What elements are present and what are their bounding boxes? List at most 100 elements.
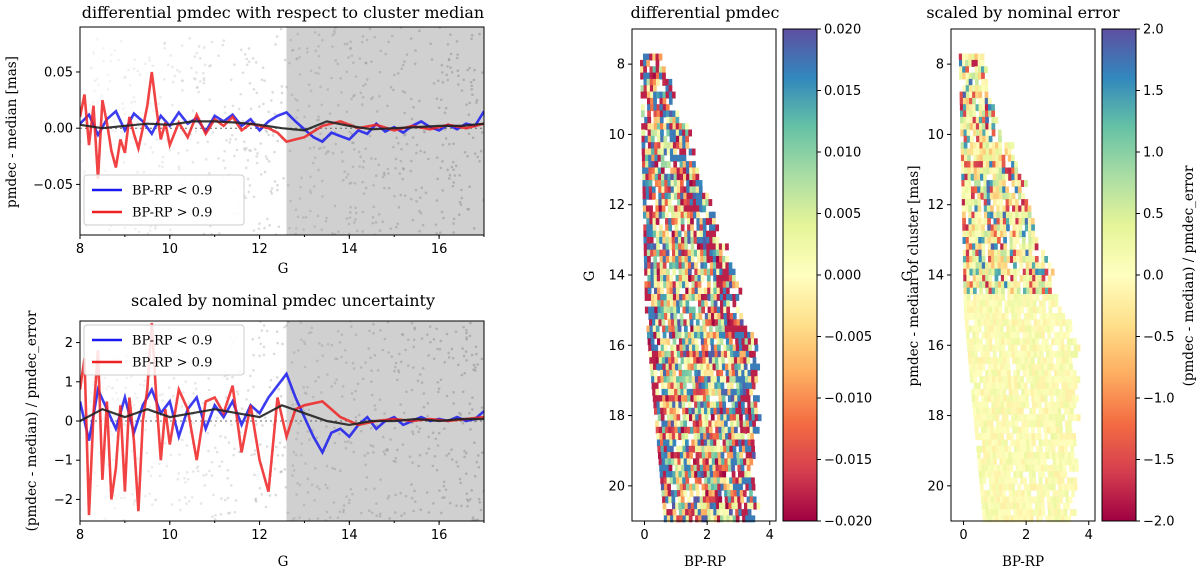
scatter-point bbox=[100, 94, 103, 98]
heatmap-cell bbox=[1073, 382, 1078, 390]
scatter-point bbox=[102, 59, 105, 63]
heatmap-cell bbox=[673, 376, 677, 384]
heatmap-cell bbox=[691, 148, 696, 156]
heatmap-cell bbox=[1018, 230, 1023, 238]
heatmap-cell bbox=[646, 249, 651, 257]
scatter-point bbox=[355, 229, 359, 233]
heatmap-cell bbox=[662, 464, 667, 472]
heatmap-cell bbox=[1002, 186, 1006, 194]
scatter-point bbox=[103, 169, 107, 172]
scatter-point bbox=[447, 452, 451, 455]
heatmap-cell bbox=[693, 464, 698, 472]
colorbar-tick-label: 1.0 bbox=[1143, 146, 1164, 161]
heatmap-cell bbox=[989, 154, 993, 162]
scatter-point bbox=[333, 232, 337, 235]
scatter-point bbox=[178, 453, 181, 456]
heatmap-cell bbox=[1042, 294, 1046, 301]
heatmap-cell bbox=[1020, 180, 1025, 188]
heatmap-cell bbox=[976, 338, 980, 346]
heatmap-cell bbox=[741, 369, 746, 377]
scatter-point bbox=[180, 44, 184, 47]
heatmap-cell bbox=[1036, 515, 1040, 523]
heatmap-cell bbox=[1049, 452, 1053, 460]
heatmap-cell bbox=[1011, 344, 1015, 352]
y-tick-label: 8 bbox=[936, 58, 944, 73]
heatmap-cell bbox=[985, 123, 990, 131]
heatmap-cell bbox=[716, 369, 720, 377]
heatmap-cell bbox=[715, 363, 720, 371]
heatmap-cell bbox=[715, 496, 720, 504]
heatmap-cell bbox=[1020, 452, 1025, 460]
heatmap-cell bbox=[978, 471, 983, 479]
heatmap-cell bbox=[1045, 477, 1049, 485]
heatmap-cell bbox=[962, 211, 966, 219]
scatter-point bbox=[372, 331, 375, 335]
scatter-point bbox=[438, 347, 442, 351]
heatmap-cell bbox=[1001, 167, 1006, 175]
colorbar-label: (pmdec - median) / pmdec_error bbox=[1181, 165, 1197, 386]
heatmap-cell bbox=[713, 281, 718, 289]
heatmap-cell bbox=[665, 237, 670, 244]
heatmap-cell bbox=[691, 445, 696, 453]
heatmap-cell bbox=[682, 294, 687, 301]
heatmap-cell bbox=[1033, 382, 1038, 390]
scatter-point bbox=[148, 101, 152, 105]
scatter-point bbox=[360, 511, 363, 515]
scatter-point bbox=[144, 428, 147, 432]
heatmap-cell bbox=[707, 483, 712, 491]
heatmap-cell bbox=[651, 142, 655, 150]
heatmap-cell bbox=[1053, 331, 1058, 339]
heatmap-cell bbox=[1000, 502, 1005, 510]
heatmap-cell bbox=[665, 496, 669, 504]
heatmap-cell bbox=[983, 173, 987, 181]
heatmap-cell bbox=[978, 325, 982, 333]
heatmap-cell bbox=[986, 490, 991, 498]
heatmap-cell bbox=[705, 199, 710, 207]
colorbar-tick-label: −0.5 bbox=[1143, 330, 1175, 345]
heatmap-cell bbox=[968, 211, 973, 219]
heatmap-cell bbox=[1037, 426, 1042, 434]
heatmap-cell bbox=[719, 331, 723, 339]
x-tick-label: 2 bbox=[703, 528, 711, 543]
heatmap-cell bbox=[716, 275, 721, 282]
heatmap-cell bbox=[695, 452, 700, 460]
scatter-point bbox=[213, 446, 217, 450]
heatmap-cell bbox=[697, 249, 701, 257]
heatmap-cell bbox=[653, 91, 657, 99]
heatmap-cell bbox=[958, 53, 963, 61]
heatmap-cell bbox=[1060, 509, 1065, 517]
heatmap-cell bbox=[1012, 325, 1017, 333]
heatmap-cell bbox=[974, 319, 978, 327]
heatmap-cell bbox=[980, 53, 985, 61]
heatmap-cell bbox=[723, 515, 728, 523]
heatmap-cell bbox=[678, 129, 683, 137]
heatmap-cell bbox=[676, 167, 681, 175]
heatmap-cell bbox=[1022, 401, 1027, 409]
heatmap-cell bbox=[978, 72, 982, 80]
scatter-point bbox=[368, 134, 372, 138]
heatmap-cell bbox=[693, 325, 698, 333]
heatmap-cell bbox=[663, 477, 668, 485]
heatmap-cell bbox=[965, 78, 970, 86]
scatter-point bbox=[225, 377, 229, 380]
x-tick-label: 8 bbox=[76, 242, 84, 257]
heatmap-cell bbox=[1030, 382, 1034, 390]
scatter-point bbox=[232, 453, 235, 457]
heatmap-cell bbox=[1008, 420, 1013, 428]
heatmap-cell bbox=[1001, 338, 1005, 346]
heatmap-cell bbox=[713, 471, 717, 479]
scatter-point bbox=[269, 378, 273, 382]
heatmap-cell bbox=[679, 167, 684, 175]
scatter-point bbox=[379, 329, 382, 332]
heatmap-cell bbox=[726, 515, 731, 523]
heatmap-cell bbox=[1029, 509, 1033, 517]
heatmap-cell bbox=[655, 350, 659, 358]
heatmap-cell bbox=[1014, 167, 1019, 175]
heatmap-cell bbox=[1017, 350, 1022, 358]
heatmap-cell bbox=[672, 477, 677, 485]
heatmap-cell bbox=[1017, 300, 1021, 308]
heatmap-cell bbox=[684, 395, 688, 403]
heatmap-cell bbox=[680, 205, 685, 213]
heatmap-cell bbox=[744, 407, 749, 415]
scatter-point bbox=[444, 488, 448, 492]
